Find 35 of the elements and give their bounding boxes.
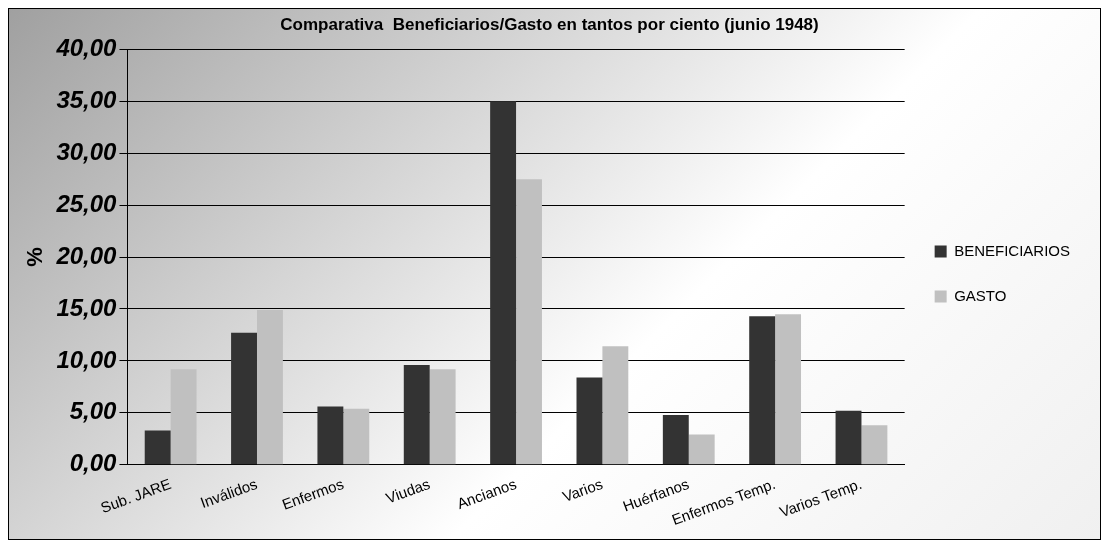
x-tick-label: Viudas [383, 474, 433, 507]
bar [861, 425, 888, 465]
bar [516, 179, 542, 465]
y-axis-title: % [22, 247, 48, 267]
bar [662, 414, 689, 465]
x-tick-label: Varios [560, 474, 605, 506]
y-tick-label: 15,00 [56, 293, 118, 321]
bar [403, 365, 430, 465]
y-tick-label: 35,00 [56, 85, 118, 113]
x-tick-label: Varios Temp. [777, 474, 864, 521]
bar [256, 310, 283, 465]
bar [576, 377, 603, 465]
bar [144, 430, 171, 465]
chart-title: Comparativa Beneficiarios/Gasto en tantos por ciento (junio 1948) [280, 14, 819, 34]
bar [602, 346, 629, 465]
y-tick-label: 40,00 [55, 34, 118, 62]
y-tick-label: 5,00 [69, 397, 118, 425]
bar [317, 406, 344, 465]
legend-label: BENEFICIARIOS [954, 241, 1070, 259]
y-tick-label: 20,00 [55, 241, 118, 269]
bar [170, 369, 197, 465]
bar [231, 332, 257, 465]
bar [835, 410, 862, 465]
bar [688, 434, 715, 465]
bar [490, 101, 517, 465]
bar [775, 314, 802, 465]
y-tick-label: 30,00 [56, 137, 118, 165]
x-tick-label: Sub. JARE [98, 474, 174, 516]
y-tick-label: 25,00 [55, 189, 118, 217]
bar [343, 408, 370, 465]
legend-label: GASTO [954, 286, 1007, 304]
bar [429, 369, 456, 465]
bar [749, 316, 776, 465]
y-tick-label: 10,00 [56, 345, 118, 373]
y-tick-label: 0,00 [69, 449, 118, 477]
